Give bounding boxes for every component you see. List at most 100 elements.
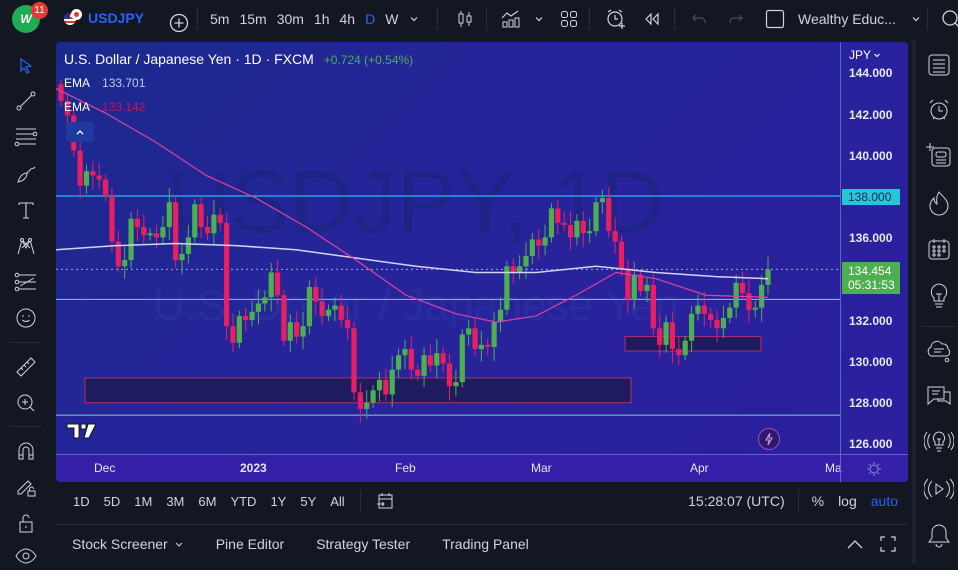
tradingview-logo[interactable] [66,422,98,440]
chart-settings-button[interactable] [866,461,882,477]
zoom-tool[interactable] [12,389,40,417]
range-1M[interactable]: 1M [134,493,153,509]
range-YTD[interactable]: YTD [230,493,257,509]
interval-30m[interactable]: 30m [276,11,304,27]
interval-15m[interactable]: 15m [239,11,267,27]
interval-dropdown[interactable] [403,4,425,34]
redo-button[interactable] [721,4,751,34]
magnet-tool[interactable] [12,437,40,465]
hotlists-button[interactable] [924,188,954,218]
tab-pine-editor[interactable]: Pine Editor [215,536,285,552]
candlestick-icon [458,11,472,27]
brush-tool[interactable] [12,160,40,188]
auto-scale-toggle[interactable]: auto [870,493,898,509]
price-tick: 126.000 [849,437,893,451]
square-icon [765,9,785,29]
divider [927,8,928,30]
symbol-search-button[interactable]: USDJPY [64,9,144,27]
hide-drawings-tool[interactable] [12,542,40,570]
tab-trading-panel[interactable]: Trading Panel [442,536,529,552]
lock-drawings-tool[interactable] [12,473,40,501]
utc-clock[interactable]: 15:28:07 (UTC) [688,493,785,509]
range-1D[interactable]: 1D [73,493,90,509]
ema-1-value: 133.701 [102,76,146,90]
price-axis[interactable]: JPY 144.000 142.000 140.000 138.000 136.… [840,42,908,454]
alert-button[interactable] [600,4,632,34]
indicators-button[interactable] [495,4,527,34]
icon-tool[interactable] [12,304,40,332]
layout-dropdown[interactable] [905,4,927,34]
cursor-tool[interactable] [12,52,40,80]
live-stream-button[interactable] [924,474,954,504]
indicators-dropdown[interactable] [528,4,550,34]
interval-1h[interactable]: 1h [313,11,330,27]
range-3M[interactable]: 3M [166,493,185,509]
divider [674,8,675,30]
alerts-button[interactable] [924,95,954,125]
range-1Y[interactable]: 1Y [270,493,287,509]
ideas-button[interactable] [924,280,954,310]
range-5Y[interactable]: 5Y [300,493,317,509]
divider [797,490,799,512]
chevron-down-icon [175,542,183,547]
zoom-in-icon [17,394,35,412]
range-6M[interactable]: 6M [198,493,217,509]
price-plot[interactable]: USDJPY, 1D U.S. Dollar / Japanese Yen U.… [56,42,840,454]
news-flash-button[interactable] [758,428,780,450]
range-All[interactable]: All [330,493,345,509]
candlestick-chart[interactable]: USDJPY, 1D U.S. Dollar / Japanese Yen [56,42,840,454]
calendar-button[interactable] [924,234,954,264]
watchlist-button[interactable] [924,50,954,80]
currency-selector[interactable]: JPY [849,48,881,62]
collapse-legend-button[interactable] [66,122,94,142]
range-5D[interactable]: 5D [103,493,121,509]
pattern-tool[interactable] [12,232,40,260]
layout-checkbox[interactable] [760,4,790,34]
time-tick: 2023 [240,461,267,475]
undo-button[interactable] [684,4,714,34]
minds-button[interactable] [924,336,954,366]
replay-button[interactable] [637,4,667,34]
chart-pane[interactable]: USDJPY, 1D U.S. Dollar / Japanese Yen U.… [56,42,908,482]
measure-tool[interactable] [12,353,40,381]
data-window-button[interactable] [924,140,954,170]
go-to-date-button[interactable] [369,492,401,510]
thought-bubble-icon [927,340,951,363]
interval-D[interactable]: D [365,11,376,27]
widget-sidebar [912,40,958,563]
chats-button[interactable] [924,382,954,412]
flame-icon [929,191,949,216]
layout-name-button[interactable]: Wealthy Educ... [798,11,896,27]
log-toggle[interactable]: log [838,493,857,509]
compare-add-symbol-button[interactable] [164,8,194,38]
tab-strategy-tester[interactable]: Strategy Tester [316,536,411,552]
lock-all-tool[interactable] [12,509,40,537]
divider [486,8,487,30]
trend-line-tool[interactable] [12,87,40,115]
maximize-panel-button[interactable] [874,536,908,552]
streams-button[interactable] [924,426,954,456]
interval-W[interactable]: W [385,11,399,27]
lightning-icon [765,432,773,446]
expand-panel-button[interactable] [836,538,874,550]
percent-toggle[interactable]: % [811,493,825,509]
search-button[interactable] [936,4,958,34]
ema-legend-1[interactable]: EMA 133.701 [64,76,145,90]
ema-legend-2[interactable]: EMA 133.142 [64,100,145,114]
layouts-button[interactable] [555,4,583,34]
plus-circle-icon [169,13,189,33]
fib-tool[interactable] [12,123,40,151]
ruler-icon [16,357,36,377]
prediction-tool[interactable] [12,268,40,296]
chart-type-button[interactable] [450,4,480,34]
notifications-button[interactable] [924,520,954,550]
tab-stock-screener[interactable]: Stock Screener [56,536,200,552]
time-axis[interactable]: Dec 2023 Feb Mar Apr Ma [56,454,908,482]
text-tool[interactable] [12,196,40,224]
interval-5m[interactable]: 5m [210,11,230,27]
divider [840,455,841,482]
price-tick: 130.000 [849,355,893,369]
trend-line-icon [16,91,36,111]
divider [10,426,42,427]
interval-4h[interactable]: 4h [339,11,356,27]
